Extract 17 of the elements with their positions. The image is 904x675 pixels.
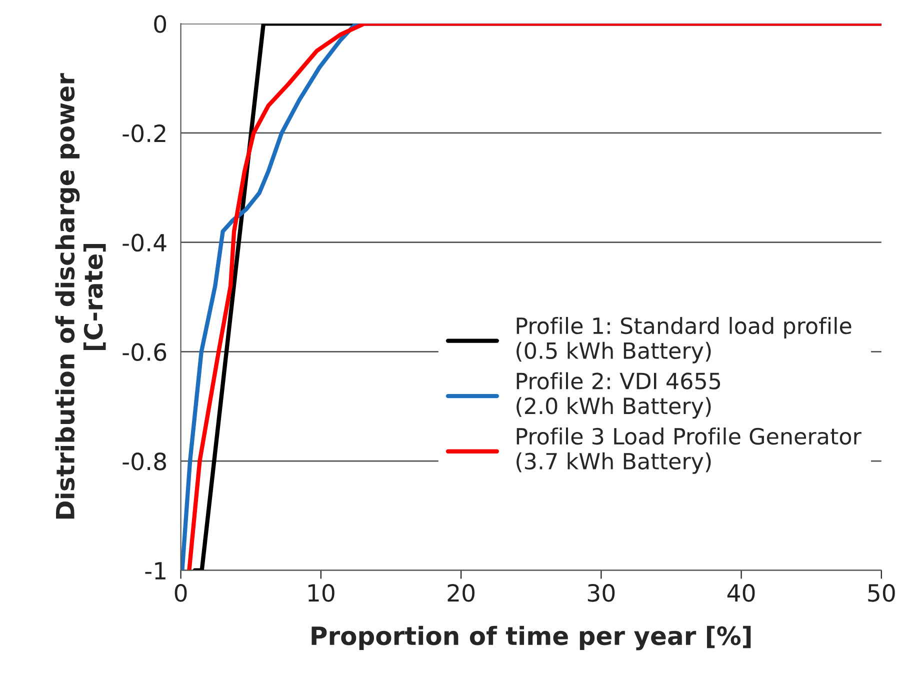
y-tick-label: -0.8 xyxy=(122,452,166,470)
legend-label: Profile 3 Load Profile Generator (3.7 kWh Battery) xyxy=(516,428,862,474)
legend-label: Profile 2: VDI 4655 (2.0 kWh Battery) xyxy=(516,372,720,419)
x-tick-label: 50 xyxy=(868,584,895,602)
y-tick-label: -0.6 xyxy=(122,343,166,361)
x-tick-label: 40 xyxy=(727,584,755,602)
y-axis-title: Distribution of discharge power [C-rate] xyxy=(55,73,106,519)
legend-label: Profile 1: Standard load profile (0.5 kWh Battery) xyxy=(516,316,852,364)
y-tick-label: -0.4 xyxy=(122,234,166,252)
x-axis-title: Proportion of time per year [%] xyxy=(312,626,751,650)
x-tick-label: 20 xyxy=(448,584,474,602)
x-tick-label: 0 xyxy=(174,584,187,602)
y-tick-label: -0.2 xyxy=(122,124,166,142)
y-tick-label: -1 xyxy=(145,562,166,580)
y-tick-label: 0 xyxy=(154,15,166,33)
x-tick-label: 30 xyxy=(588,584,615,602)
x-tick-label: 10 xyxy=(308,584,334,602)
